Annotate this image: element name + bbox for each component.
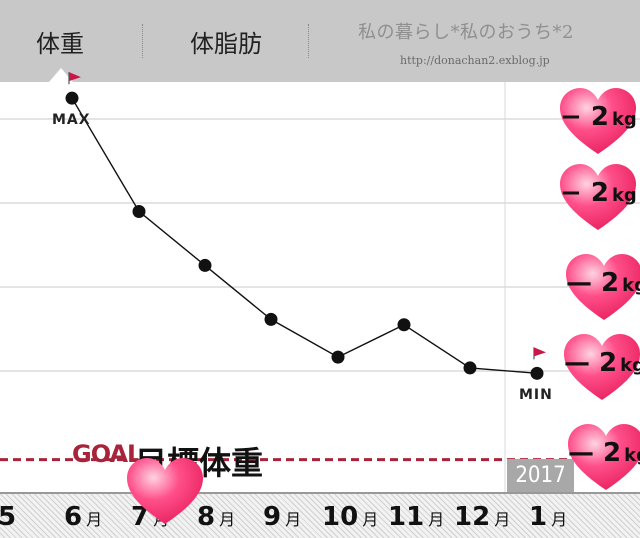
data-point bbox=[198, 258, 212, 272]
tab-divider bbox=[308, 24, 309, 58]
tab-body-fat[interactable]: 体脂肪 bbox=[190, 30, 262, 58]
data-point bbox=[463, 361, 477, 375]
heart-icon bbox=[566, 254, 640, 320]
data-point bbox=[397, 318, 411, 332]
data-point bbox=[132, 204, 146, 218]
data-point bbox=[264, 312, 278, 326]
heart-annotation: — 2kg bbox=[564, 252, 640, 324]
heart-icon bbox=[560, 88, 636, 154]
tab-weight[interactable]: 体重 bbox=[36, 30, 84, 58]
heart-icon bbox=[564, 334, 640, 400]
selected-tab-indicator bbox=[49, 68, 73, 82]
x-tick-label: 12 月 bbox=[454, 502, 511, 532]
heart-annotation: − 2 kg bbox=[558, 162, 638, 234]
max-flag-icon bbox=[68, 72, 81, 85]
weight-change-label: − 2 kg bbox=[560, 178, 637, 208]
max-flag-icon-pennant bbox=[69, 72, 81, 82]
min-flag-icon-pennant bbox=[534, 347, 546, 357]
x-axis-band bbox=[0, 492, 640, 538]
weight-change-label: — 2kg bbox=[568, 438, 640, 468]
heart-icon bbox=[127, 458, 203, 524]
min-flag-icon bbox=[533, 347, 546, 360]
blog-watermark-title: 私の暮らし*私のおうち*2 bbox=[358, 22, 574, 43]
data-point bbox=[530, 366, 544, 380]
goal-label: GOAL bbox=[72, 440, 142, 468]
data-point bbox=[65, 91, 79, 105]
weight-change-label: — 2kg bbox=[566, 268, 640, 298]
x-tick-label: 11 月 bbox=[388, 502, 445, 532]
data-point bbox=[331, 350, 345, 364]
blog-watermark-url: http://donachan2.exblog.jp bbox=[400, 54, 550, 67]
min-label: MIN bbox=[519, 387, 553, 404]
heart-decoration bbox=[125, 456, 205, 528]
heart-icon bbox=[560, 164, 636, 230]
heart-annotation: − 2 kg bbox=[558, 86, 638, 158]
weight-change-label: − 2 kg bbox=[560, 102, 637, 132]
x-tick-label: 10 月 bbox=[322, 502, 379, 532]
heart-icon bbox=[568, 424, 640, 490]
tab-divider bbox=[142, 24, 143, 58]
tab-bar: 体重 体脂肪 私の暮らし*私のおうち*2 http://donachan2.ex… bbox=[0, 0, 640, 82]
max-label: MAX bbox=[52, 112, 91, 129]
heart-annotation: — 2kg bbox=[566, 422, 640, 494]
weight-series-line bbox=[71, 97, 538, 375]
x-tick-label: 5 bbox=[0, 502, 17, 532]
year-badge: 2017 bbox=[507, 459, 574, 492]
